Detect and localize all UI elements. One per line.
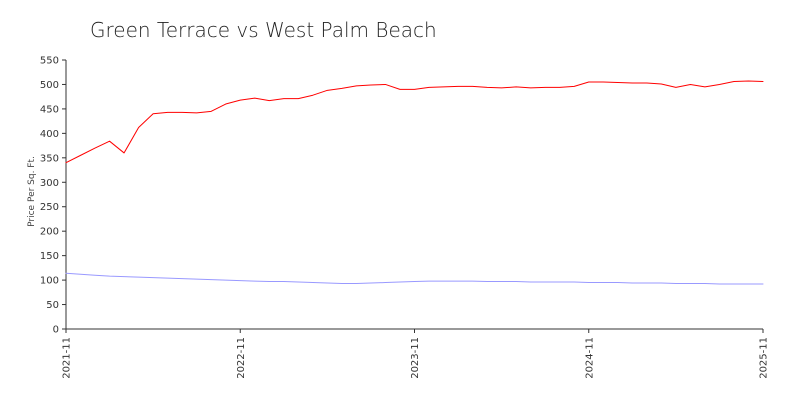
y-tick-label: 50 <box>46 300 59 311</box>
y-tick-label: 450 <box>40 104 59 115</box>
y-tick-label: 550 <box>40 56 59 67</box>
y-tick-label: 100 <box>40 276 59 287</box>
y-tick-label: 400 <box>40 129 59 140</box>
series-group <box>65 80 764 285</box>
y-axis-title: Price Per Sq. Ft. <box>27 156 37 227</box>
y-tick-label: 150 <box>40 251 59 262</box>
y-tick-label: 300 <box>40 178 59 189</box>
y-tick-label: 500 <box>40 80 59 91</box>
x-tick-label: 2022-11 <box>236 337 247 379</box>
y-tick-label: 0 <box>53 325 59 336</box>
x-tick-label: 2025-11 <box>759 337 770 379</box>
x-tick-label: 2024-11 <box>584 337 595 379</box>
y-tick-label: 250 <box>40 202 59 213</box>
x-tick-label: 2021-11 <box>62 337 73 379</box>
series-line-1 <box>65 80 764 164</box>
x-tick-label: 2023-11 <box>410 337 421 379</box>
chart-title: Green Terrace vs West Palm Beach <box>90 18 437 42</box>
y-tick-label: 350 <box>40 153 59 164</box>
y-tick-label: 200 <box>40 227 59 238</box>
axes: 0 50 100 150 200 250 300 350 400 450 500 550 2021-11… <box>40 56 770 379</box>
series-line-2 <box>65 272 764 285</box>
